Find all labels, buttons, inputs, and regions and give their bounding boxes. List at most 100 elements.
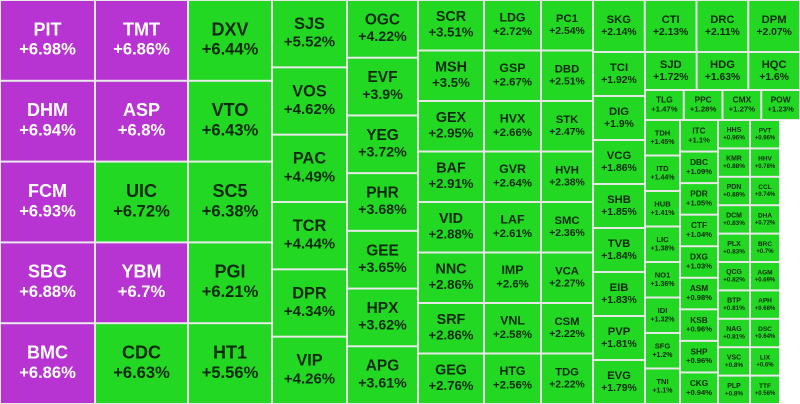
tile-name: CTF bbox=[691, 221, 707, 230]
tile-value: +2.13% bbox=[653, 27, 688, 38]
tile-value: +1.6% bbox=[759, 72, 789, 83]
tile bbox=[188, 323, 272, 404]
tile-value: +0.56% bbox=[755, 391, 776, 397]
tile bbox=[718, 233, 750, 263]
tile-value: +2.95% bbox=[428, 126, 473, 141]
tile-name: APG bbox=[366, 358, 399, 375]
tile-name: BAF bbox=[436, 161, 466, 177]
tile-value: +0.83% bbox=[723, 248, 745, 255]
tile-value: +2.6% bbox=[496, 279, 529, 291]
tile-name: EIB bbox=[610, 282, 629, 294]
tile-name: NNC bbox=[435, 262, 466, 278]
tile bbox=[484, 252, 541, 303]
tile-name: LDG bbox=[499, 11, 525, 25]
tile-name: SC5 bbox=[212, 181, 247, 201]
tile bbox=[593, 52, 645, 96]
tile-value: +2.58% bbox=[493, 329, 532, 341]
tile-value: +0.94% bbox=[686, 388, 712, 397]
tile-name: NAG bbox=[726, 326, 741, 333]
tile-value: +2.51% bbox=[549, 77, 585, 88]
tile-value: +2.47% bbox=[549, 127, 585, 138]
tile-name: SCR bbox=[436, 9, 467, 25]
tile-name: VNL bbox=[500, 314, 525, 328]
tile-name: ITD bbox=[656, 164, 669, 173]
tile bbox=[645, 333, 680, 369]
tile-name: PAC bbox=[293, 150, 326, 168]
tile-value: +1.9% bbox=[604, 119, 634, 130]
tile-name: LAF bbox=[500, 213, 524, 227]
tile bbox=[95, 161, 188, 243]
tile-name: APH bbox=[758, 298, 772, 305]
tile-value: +1.28% bbox=[690, 105, 717, 114]
tile-value: +0.81% bbox=[723, 305, 745, 312]
tile bbox=[541, 202, 593, 253]
tile-name: PLP bbox=[727, 383, 741, 390]
tile bbox=[593, 0, 645, 52]
tile-name: DBC bbox=[690, 158, 708, 167]
tile-value: +0.81% bbox=[723, 334, 745, 341]
tile bbox=[347, 57, 418, 116]
tile-name: PHR bbox=[366, 185, 399, 202]
tile-value: +4.62% bbox=[284, 101, 335, 118]
tile bbox=[541, 252, 593, 303]
tile bbox=[750, 205, 780, 234]
tile-name: DSC bbox=[758, 326, 772, 333]
tile bbox=[418, 353, 484, 404]
tile-value: +2.54% bbox=[549, 26, 585, 37]
tile-name: HHV bbox=[758, 156, 772, 163]
tile-name: YEG bbox=[366, 127, 399, 144]
tile-value: +1.09% bbox=[686, 167, 712, 176]
tile-name: BTP bbox=[727, 298, 741, 305]
tile-name: SFG bbox=[655, 342, 671, 351]
tile-value: +1.79% bbox=[601, 383, 637, 394]
tile-name: PGI bbox=[214, 262, 245, 282]
tile-name: VOS bbox=[292, 82, 327, 100]
tile bbox=[645, 155, 680, 191]
tile bbox=[750, 318, 780, 348]
tile-value: +2.27% bbox=[549, 279, 585, 290]
tile-name: SHB bbox=[607, 194, 631, 206]
tile bbox=[0, 0, 95, 81]
tile-value: +0.96% bbox=[755, 135, 776, 141]
tile-value: +1.03% bbox=[686, 262, 712, 271]
tile bbox=[645, 120, 680, 156]
tile-value: +0.6% bbox=[756, 363, 774, 369]
tile-value: +5.52% bbox=[284, 34, 335, 51]
tile-name: SMC bbox=[554, 215, 579, 227]
tile-value: +4.34% bbox=[284, 303, 335, 320]
tile-name: TTF bbox=[759, 383, 771, 390]
tile-value: +4.22% bbox=[358, 29, 407, 45]
tile bbox=[645, 226, 680, 262]
tile bbox=[680, 120, 718, 152]
tile-value: +2.36% bbox=[549, 228, 585, 239]
tile bbox=[750, 233, 780, 263]
tile-value: +4.26% bbox=[284, 370, 335, 387]
tile bbox=[718, 120, 750, 149]
tile-value: +1.38% bbox=[651, 245, 676, 252]
tile-name: SJS bbox=[294, 15, 325, 33]
tile bbox=[95, 323, 188, 404]
tile-name: PDR bbox=[690, 190, 707, 199]
tile-value: +1.04% bbox=[686, 230, 712, 239]
tile bbox=[418, 50, 484, 101]
tile-value: +1.85% bbox=[601, 207, 637, 218]
tile-value: +1.05% bbox=[686, 198, 712, 207]
tile-name: HT1 bbox=[213, 342, 247, 362]
tile bbox=[188, 80, 272, 162]
tile-name: DHA bbox=[758, 213, 772, 220]
tile bbox=[188, 242, 272, 324]
tile bbox=[683, 90, 723, 120]
tile bbox=[750, 290, 780, 319]
tile-name: CMX bbox=[733, 95, 752, 105]
tile bbox=[748, 0, 800, 52]
tile-value: +3.62% bbox=[358, 318, 407, 334]
tile bbox=[272, 336, 347, 404]
tile-value: +0.88% bbox=[723, 192, 745, 199]
tile-value: +6.44% bbox=[202, 40, 259, 59]
tile-name: CTI bbox=[662, 14, 680, 26]
tile-name: KSB bbox=[690, 316, 707, 325]
tile-value: +2.91% bbox=[428, 176, 473, 191]
tile-value: +0.64% bbox=[755, 334, 776, 340]
tile-name: PPC bbox=[694, 95, 711, 105]
tile bbox=[347, 288, 418, 347]
